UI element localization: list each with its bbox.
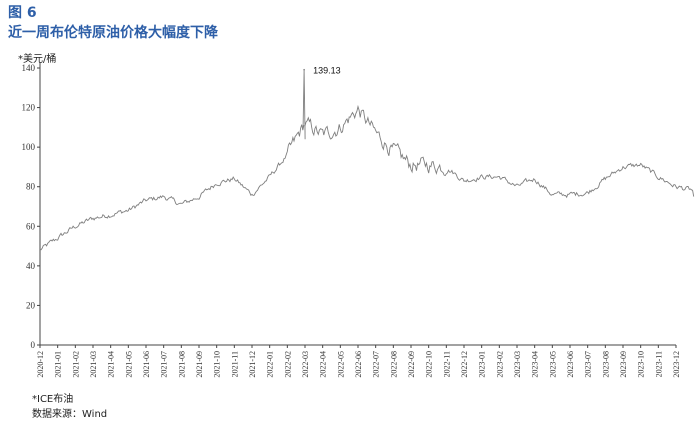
peak-point <box>303 68 305 71</box>
data-source: 数据来源：Wind <box>32 409 108 420</box>
x-tick-label: 2022-03 <box>301 351 310 378</box>
brent-price-line <box>39 69 695 251</box>
y-tick-label: 60 <box>26 221 36 231</box>
y-axis-label: *美元/桶 <box>18 54 57 65</box>
x-tick-label: 2022-02 <box>283 351 292 378</box>
x-tick-label: 2023-10 <box>637 351 646 378</box>
x-tick-label: 2023-12 <box>672 351 681 378</box>
x-tick-label: 2023-01 <box>478 351 487 378</box>
x-tick-label: 2021-08 <box>177 351 186 378</box>
y-tick-label: 80 <box>26 182 36 192</box>
x-tick-label: 2023-04 <box>531 351 540 378</box>
x-tick-label: 2022-11 <box>442 351 451 377</box>
x-tick-label: 2021-06 <box>142 351 151 378</box>
x-tick-label: 2021-12 <box>248 351 257 378</box>
footnote: *ICE布油 <box>32 394 74 405</box>
x-tick-label: 2023-11 <box>654 351 663 377</box>
x-tick-label: 2022-09 <box>407 351 416 378</box>
x-tick-label: 2021-04 <box>107 351 116 378</box>
y-tick-label: 120 <box>22 103 36 113</box>
x-tick-label: 2022-06 <box>354 351 363 378</box>
x-tick-label: 2023-07 <box>584 351 593 378</box>
x-tick-label: 2023-03 <box>513 351 522 378</box>
peak-annotation: 139.13 <box>313 66 341 76</box>
x-tick-label: 2020-12 <box>36 351 45 378</box>
x-tick-label: 2023-02 <box>495 351 504 378</box>
y-tick-label: 20 <box>26 300 36 310</box>
x-tick-label: 2022-05 <box>336 351 345 378</box>
y-tick-label: 40 <box>26 261 36 271</box>
x-tick-label: 2021-11 <box>230 351 239 377</box>
x-tick-label: 2022-08 <box>389 351 398 378</box>
x-tick-label: 2022-07 <box>372 351 381 378</box>
x-tick-label: 2021-09 <box>195 351 204 378</box>
x-tick-label: 2023-09 <box>619 351 628 378</box>
chart-subtitle: 近一周布伦特原油价格大幅度下降 <box>8 25 218 41</box>
figure-label: 图 6 <box>8 5 37 21</box>
x-tick-label: 2023-06 <box>566 351 575 378</box>
x-tick-label: 2021-07 <box>160 351 169 378</box>
x-tick-label: 2022-12 <box>460 351 469 378</box>
x-tick-label: 2021-10 <box>213 351 222 378</box>
x-tick-label: 2021-05 <box>124 351 133 378</box>
x-tick-label: 2022-10 <box>425 351 434 378</box>
y-tick-label: 100 <box>22 142 36 152</box>
y-tick-label: 140 <box>22 63 36 73</box>
x-tick-label: 2022-04 <box>319 351 328 378</box>
x-tick-label: 2022-01 <box>266 351 275 378</box>
x-tick-label: 2021-02 <box>71 351 80 378</box>
x-tick-label: 2021-03 <box>89 351 98 378</box>
x-tick-label: 2023-08 <box>601 351 610 378</box>
y-tick-label: 0 <box>31 340 36 350</box>
x-tick-label: 2023-05 <box>548 351 557 378</box>
x-tick-label: 2021-01 <box>54 351 63 378</box>
